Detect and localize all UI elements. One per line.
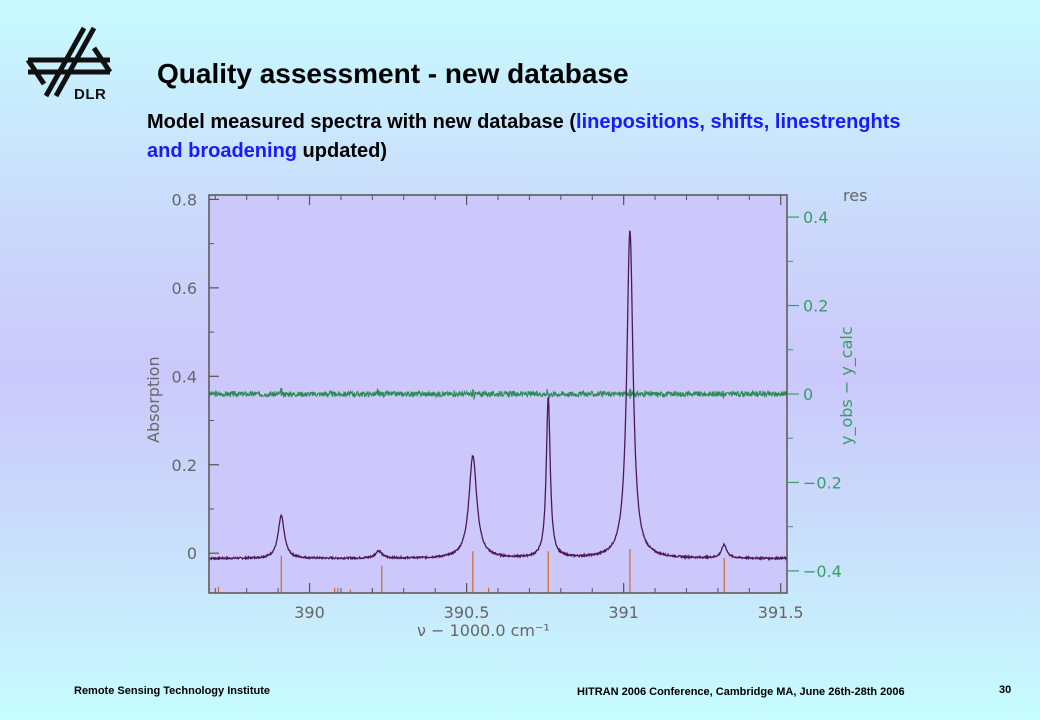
footer-conference: HITRAN 2006 Conference, Cambridge MA, Ju… [577,686,905,698]
residual-line [208,387,788,400]
y-axis-label-left: Absorption [144,356,163,443]
x-tick-label: 390.5 [444,603,490,622]
y-left-tick-label: 0.8 [172,190,197,209]
y-left-tick-label: 0.2 [172,456,197,475]
spectrum-line [208,230,788,562]
page-title: Quality assessment - new database [157,58,629,89]
y-left-tick-label: 0 [187,544,197,563]
y-axis-label-right: y_obs − y_calc [837,326,857,445]
x-axis-label: ν − 1000.0 cm⁻¹ [417,621,550,640]
axis-ticks [209,195,799,593]
subtitle-before: Model measured spectra with new database… [147,111,577,133]
y-right-tick-label: −0.2 [803,473,842,492]
footer-institute: Remote Sensing Technology Institute [74,685,270,697]
x-tick-label: 391.5 [758,603,804,622]
dlr-logo-icon [25,26,113,98]
corner-label: res [843,186,867,205]
y-right-tick-label: −0.4 [803,562,842,581]
subtitle-highlight: linepositions, shifts, linestrenghts and… [147,111,901,162]
spectrum-chart: 390 390.5 391 391.5 0 0.2 0.4 0.6 0.8 −0.4 −0.2 0 0.… [132,183,872,645]
x-tick-label: 390 [294,603,325,622]
logo-text: DLR [74,86,107,103]
y-right-tick-label: 0 [803,385,813,404]
subtitle-after: updated) [297,140,387,162]
page-number: 30 [999,684,1012,696]
y-right-tick-label: 0.2 [803,297,828,316]
y-left-tick-label: 0.4 [172,367,197,386]
subtitle: Model measured spectra with new database… [147,108,927,166]
y-left-tick-label: 0.6 [172,279,197,298]
x-tick-label: 391 [608,603,639,622]
y-right-tick-label: 0.4 [803,208,828,227]
